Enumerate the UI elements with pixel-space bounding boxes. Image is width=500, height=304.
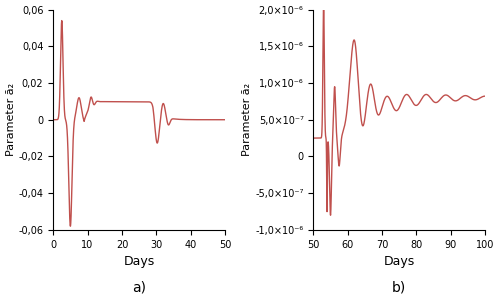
X-axis label: Days: Days: [384, 255, 415, 268]
Text: a): a): [132, 281, 146, 295]
X-axis label: Days: Days: [124, 255, 155, 268]
Text: b): b): [392, 281, 406, 295]
Y-axis label: Parameter ā₂: Parameter ā₂: [6, 83, 16, 156]
Y-axis label: Parameter ā₂: Parameter ā₂: [242, 83, 252, 156]
